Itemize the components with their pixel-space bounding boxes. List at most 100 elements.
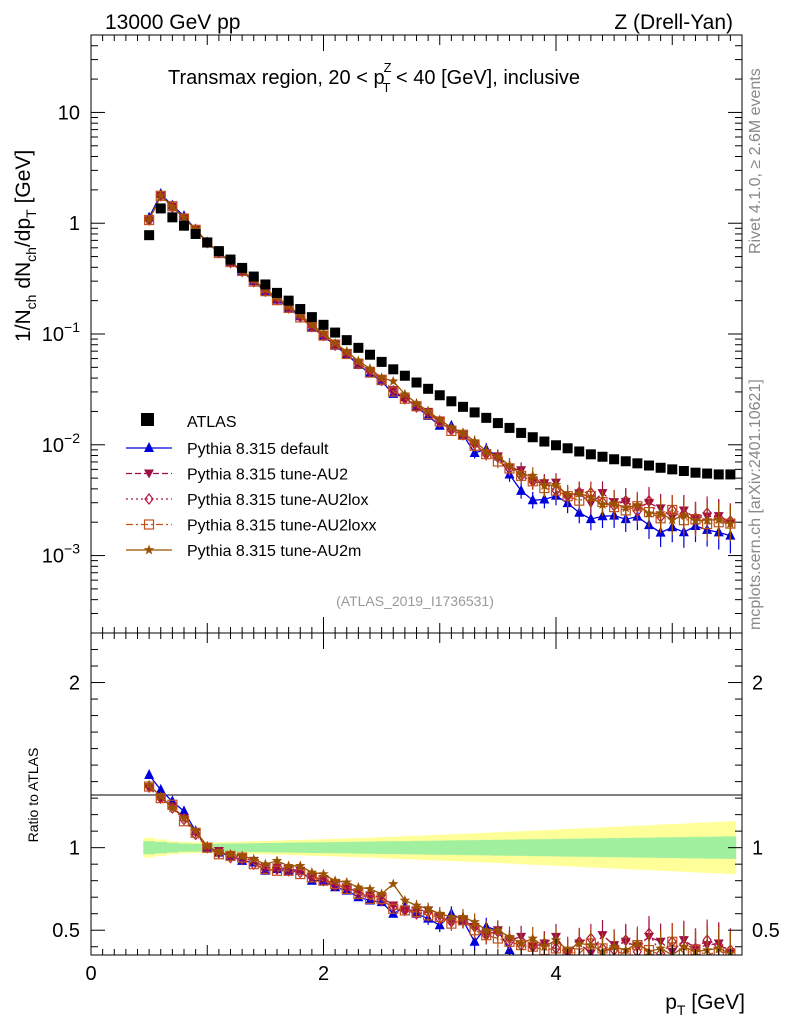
series-point-au2m xyxy=(504,459,515,470)
ratio-point-au2lox xyxy=(388,901,399,914)
legend-marker-au2m xyxy=(143,544,155,555)
ratio-point-au2m xyxy=(260,858,271,869)
x-tick-label: 2 xyxy=(318,963,329,985)
legend-series: Pythia 8.315 default Pythia 8.315 tune-AU… xyxy=(126,441,376,560)
ratio-point-au2m xyxy=(527,932,538,943)
atlas-point xyxy=(388,364,399,375)
ratio-point-au2m xyxy=(271,855,283,866)
series-point-au2m xyxy=(457,427,469,438)
main-data xyxy=(143,187,736,554)
atlas-point xyxy=(167,212,178,223)
ratio-point-au2m xyxy=(178,812,190,823)
ratio-point-au2m xyxy=(574,937,585,948)
ratio-point-au2m xyxy=(446,911,457,922)
atlas-point xyxy=(516,427,527,438)
ratio-point-au2m xyxy=(190,825,201,836)
series-point-au2m xyxy=(574,487,585,498)
ratio-point-au2m xyxy=(632,937,643,948)
series-point-au2m xyxy=(364,363,376,374)
series-point-au2m xyxy=(167,201,178,212)
x-tick-label: 4 xyxy=(550,963,561,985)
ratio-y-tick-label-right: 0.5 xyxy=(752,920,780,942)
x-tick-label: 0 xyxy=(85,963,96,985)
ratio-point-au2m xyxy=(295,860,306,871)
plot-title: Transmax region, 20 < pZ T < 40 [GeV], in… xyxy=(168,60,580,95)
atlas-point xyxy=(655,462,666,473)
legend-label-au2m: Pythia 8.315 tune-AU2m xyxy=(187,543,361,560)
ratio-point-au2 xyxy=(330,879,341,889)
series-point-au2m xyxy=(632,499,643,510)
ratio-point-au2lox xyxy=(295,866,306,879)
ratio-point-au2lox xyxy=(272,863,282,876)
legend-label-au2: Pythia 8.315 tune-AU2 xyxy=(187,467,348,484)
legend: ATLAS Pythia 8.315 default Pythia 8.315 t… xyxy=(126,413,376,560)
legend-marker-au2loxx xyxy=(143,519,155,530)
atlas-point xyxy=(446,396,457,407)
ratio-line-default xyxy=(148,774,558,955)
ratio-point-au2m xyxy=(411,899,422,910)
ratio-point-au2lox xyxy=(237,853,247,866)
atlas-point xyxy=(574,446,585,457)
atlas-point xyxy=(458,401,468,412)
series-point-au2m xyxy=(399,388,411,399)
ratio-point-au2m xyxy=(678,941,690,952)
ratio-point-au2m xyxy=(329,875,341,886)
main-ticks: 10 1 10−1 10−2 10−3 xyxy=(42,34,742,634)
main-panel: 10 1 10−1 10−2 10−3 Transmax region, 20 < pZ… xyxy=(12,34,743,634)
ratio-ticks: 2 21 10.5 0.50 2 4 xyxy=(52,633,780,985)
ratio-point-au2m xyxy=(364,883,376,894)
y-axis-label: 1/Nch dNch/dpT [GeV] xyxy=(12,150,39,342)
ratio-point-default xyxy=(179,805,189,816)
ratio-point-au2m xyxy=(283,860,294,871)
ratio-point-au2m xyxy=(481,924,492,935)
ratio-point-au2m xyxy=(213,847,225,858)
ratio-point-au2m xyxy=(422,903,434,914)
series-point-au2m xyxy=(597,499,608,510)
atlas-point xyxy=(702,468,713,479)
legend-marker-au2lox xyxy=(144,493,154,505)
header-left: 13000 GeV pp xyxy=(105,11,240,34)
atlas-point xyxy=(597,451,608,462)
atlas-point xyxy=(678,465,689,476)
series-point-au2m xyxy=(539,480,550,491)
series-point-au2m xyxy=(481,445,492,456)
series-point-au2m xyxy=(643,507,655,518)
ratio-y-tick-label-right: 2 xyxy=(752,673,763,695)
ratio-point-au2m xyxy=(225,848,236,859)
legend-atlas-label: ATLAS xyxy=(187,414,237,431)
ratio-point-au2loxx xyxy=(364,893,376,904)
atlas-point xyxy=(283,295,294,306)
ratio-panel: 2 21 10.5 0.50 2 4 Ratio to ATLAS pT [GeV] xyxy=(25,632,780,1018)
ratio-point-au2m xyxy=(469,916,480,927)
series-point-au2m xyxy=(376,372,387,383)
ratio-point-au2 xyxy=(144,784,155,794)
ratio-y-tick-label-right: 1 xyxy=(752,838,763,860)
atlas-point xyxy=(644,460,654,471)
series-point-au2m xyxy=(701,514,713,525)
ratio-point-au2m xyxy=(399,895,411,905)
atlas-point xyxy=(469,407,480,418)
series-point-default xyxy=(516,484,527,495)
atlas-point xyxy=(632,458,643,469)
atlas-point xyxy=(330,327,341,338)
atlas-point xyxy=(318,319,329,330)
atlas-point xyxy=(399,370,410,381)
atlas-point xyxy=(248,271,259,282)
series-point-au2m xyxy=(318,327,329,338)
ratio-point-au2m xyxy=(318,868,329,879)
atlas-point xyxy=(434,390,445,401)
legend-label-au2loxx: Pythia 8.315 tune-AU2loxx xyxy=(187,518,376,535)
series-point-au2m xyxy=(690,515,701,525)
atlas-point xyxy=(585,449,596,460)
atlas-point xyxy=(190,228,201,239)
ratio-point-au2m xyxy=(388,878,399,889)
atlas-point xyxy=(690,467,701,478)
series-point-au2m xyxy=(411,397,422,408)
series-point-au2loxx xyxy=(388,386,399,397)
ratio-point-au2m xyxy=(202,840,213,851)
series-point-au2m xyxy=(353,355,364,366)
series-point-au2m xyxy=(329,337,341,348)
atlas-point xyxy=(376,356,387,367)
series-point-au2m xyxy=(190,223,201,234)
